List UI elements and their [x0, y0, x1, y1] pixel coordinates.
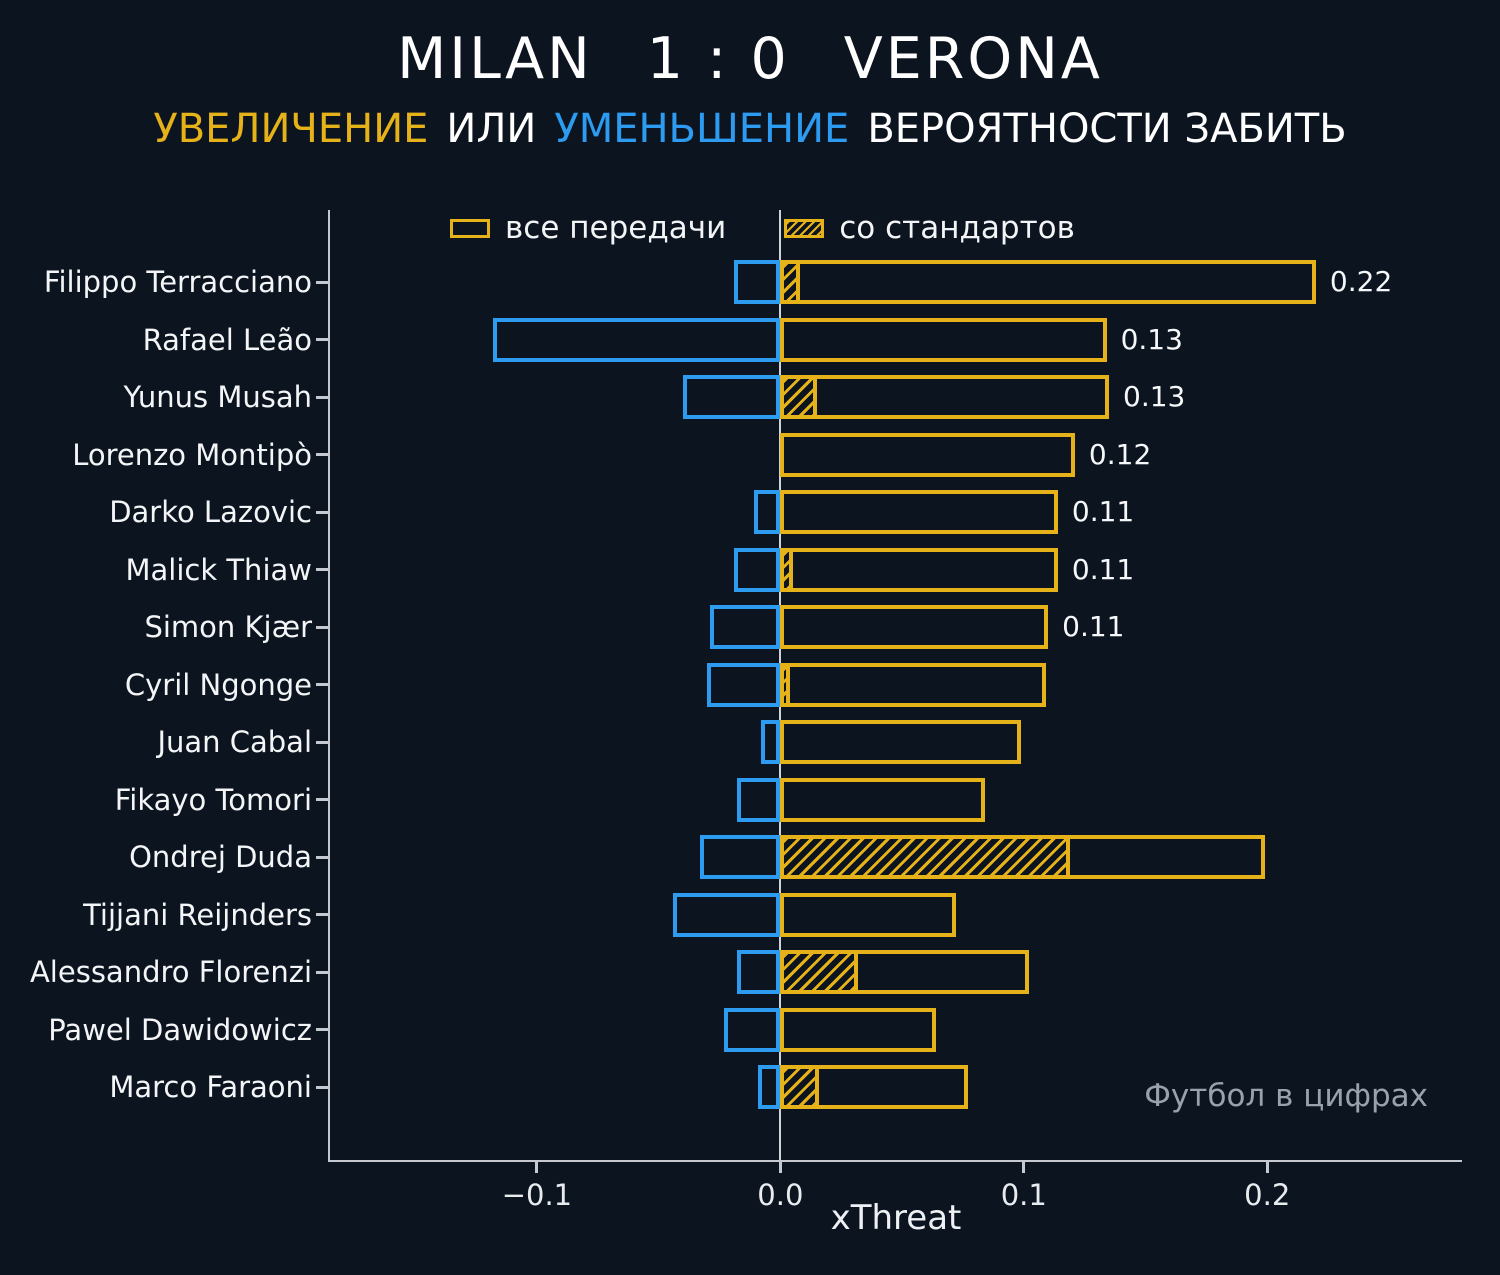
decrease-bar: [734, 260, 781, 304]
decrease-bar: [724, 1007, 781, 1052]
player-name-label: Filippo Terracciano: [43, 265, 312, 299]
y-axis-tick: [316, 453, 330, 456]
player-name-label: Lorenzo Montipò: [72, 437, 312, 472]
increase-bar: [780, 260, 1316, 304]
x-axis-tick: [1022, 1162, 1026, 1173]
chart-subtitle: УВЕЛИЧЕНИЕ ИЛИ УМЕНЬШЕНИЕ ВЕРОЯТНОСТИ ЗА…: [0, 106, 1500, 152]
decrease-bar: [709, 605, 781, 649]
increase-bar: [780, 490, 1058, 534]
player-name-label: Malick Thiaw: [125, 552, 312, 587]
subtitle-rest: ВЕРОЯТНОСТИ ЗАБИТЬ: [867, 106, 1347, 152]
all-passes-swatch-icon: [450, 218, 490, 238]
decrease-bar: [734, 547, 781, 592]
legend-all-passes-label: все передачи: [505, 210, 727, 246]
bar-value-label: 0.13: [1123, 380, 1186, 413]
player-name-label: Ondrej Duda: [129, 840, 312, 874]
increase-bar: [780, 317, 1107, 362]
x-axis-tick-label: 0.0: [757, 1178, 804, 1212]
x-axis-tick: [778, 1162, 782, 1173]
y-axis-line: [328, 210, 330, 1162]
decrease-bar: [673, 892, 781, 937]
x-axis-tick: [535, 1162, 539, 1173]
set-piece-bar: [780, 835, 1071, 879]
x-axis-title: xThreat: [830, 1198, 962, 1238]
bar-value-label: 0.12: [1088, 437, 1152, 471]
decrease-bar: [753, 490, 781, 534]
player-name-label: Cyril Ngonge: [124, 667, 312, 702]
player-name-label: Pawel Dawidowicz: [48, 1012, 312, 1047]
subtitle-or-word: ИЛИ: [446, 106, 537, 152]
bar-value-label: 0.11: [1062, 610, 1125, 643]
bar-value-label: 0.11: [1071, 552, 1135, 586]
decrease-bar: [760, 720, 781, 764]
decrease-bar: [736, 950, 781, 994]
player-name-label: Tijjani Reijnders: [83, 897, 312, 932]
player-name-label: Fikayo Tomori: [114, 782, 312, 817]
set-piece-bar: [780, 662, 791, 707]
decrease-bar: [493, 317, 781, 362]
home-team-name: MILAN: [397, 26, 593, 92]
watermark: Футбол в цифрах: [1144, 1078, 1428, 1114]
player-name-label: Yunus Musah: [123, 380, 312, 414]
y-axis-tick: [316, 338, 330, 341]
increase-bar: [780, 662, 1046, 707]
set-piece-bar: [780, 950, 859, 994]
increase-bar: [780, 375, 1109, 419]
decrease-bar: [758, 1065, 781, 1109]
set-piece-bar: [780, 1065, 820, 1109]
decrease-bar: [736, 777, 781, 822]
set-pieces-swatch-icon: [784, 218, 825, 238]
set-piece-bar: [780, 260, 800, 304]
y-axis-tick: [316, 395, 330, 399]
y-axis-tick: [316, 1085, 330, 1089]
bar-value-label: 0.22: [1329, 265, 1393, 298]
increase-bar: [780, 777, 985, 822]
decrease-bar: [700, 835, 781, 879]
bar-value-label: 0.13: [1120, 322, 1183, 356]
away-team-name: VERONA: [843, 26, 1103, 92]
x-axis-tick-label: 0.2: [1244, 1178, 1291, 1212]
increase-bar: [780, 605, 1049, 649]
x-axis-tick: [1265, 1162, 1269, 1173]
y-axis-tick: [316, 740, 330, 744]
player-name-label: Simon Kjær: [144, 610, 312, 644]
player-name-label: Juan Cabal: [157, 725, 312, 759]
bar-value-label: 0.11: [1071, 495, 1135, 528]
x-axis-tick-label: −0.1: [501, 1178, 573, 1212]
y-axis-tick: [316, 568, 330, 571]
subtitle-increase-word: УВЕЛИЧЕНИЕ: [153, 106, 429, 152]
set-piece-bar: [780, 375, 817, 419]
player-name-label: Marco Faraoni: [109, 1070, 312, 1104]
y-axis-tick: [316, 970, 330, 974]
y-axis-tick: [316, 683, 330, 686]
player-name-label: Alessandro Florenzi: [29, 955, 312, 989]
match-title: MILAN 1 : 0 VERONA: [0, 26, 1500, 92]
y-axis-tick: [316, 280, 330, 284]
player-name-label: Rafael Leão: [142, 322, 312, 357]
legend-set-pieces-label: со стандартов: [839, 210, 1075, 246]
player-name-label: Darko Lazovic: [109, 495, 312, 529]
chart-legend: все передачи со стандартов: [450, 210, 1075, 246]
subtitle-decrease-word: УМЕНЬШЕНИЕ: [554, 106, 850, 152]
legend-item-all-passes: все передачи: [450, 210, 726, 246]
y-axis-tick: [316, 798, 330, 801]
x-axis-line: [328, 1160, 1462, 1162]
y-axis-tick: [316, 625, 330, 629]
y-axis-tick: [316, 1028, 330, 1031]
increase-bar: [780, 892, 956, 937]
increase-bar: [780, 720, 1022, 764]
y-axis-tick: [316, 913, 330, 916]
set-piece-bar: [780, 547, 793, 592]
increase-bar: [780, 1007, 937, 1052]
match-score: 1 : 0: [646, 26, 790, 92]
y-axis-tick: [316, 510, 330, 514]
decrease-bar: [682, 375, 781, 419]
y-axis-tick: [316, 855, 330, 859]
decrease-bar: [707, 662, 781, 707]
increase-bar: [780, 547, 1058, 592]
x-axis-tick-label: 0.1: [1000, 1178, 1047, 1212]
legend-item-set-pieces: со стандартов: [784, 210, 1075, 246]
increase-bar: [780, 432, 1075, 477]
